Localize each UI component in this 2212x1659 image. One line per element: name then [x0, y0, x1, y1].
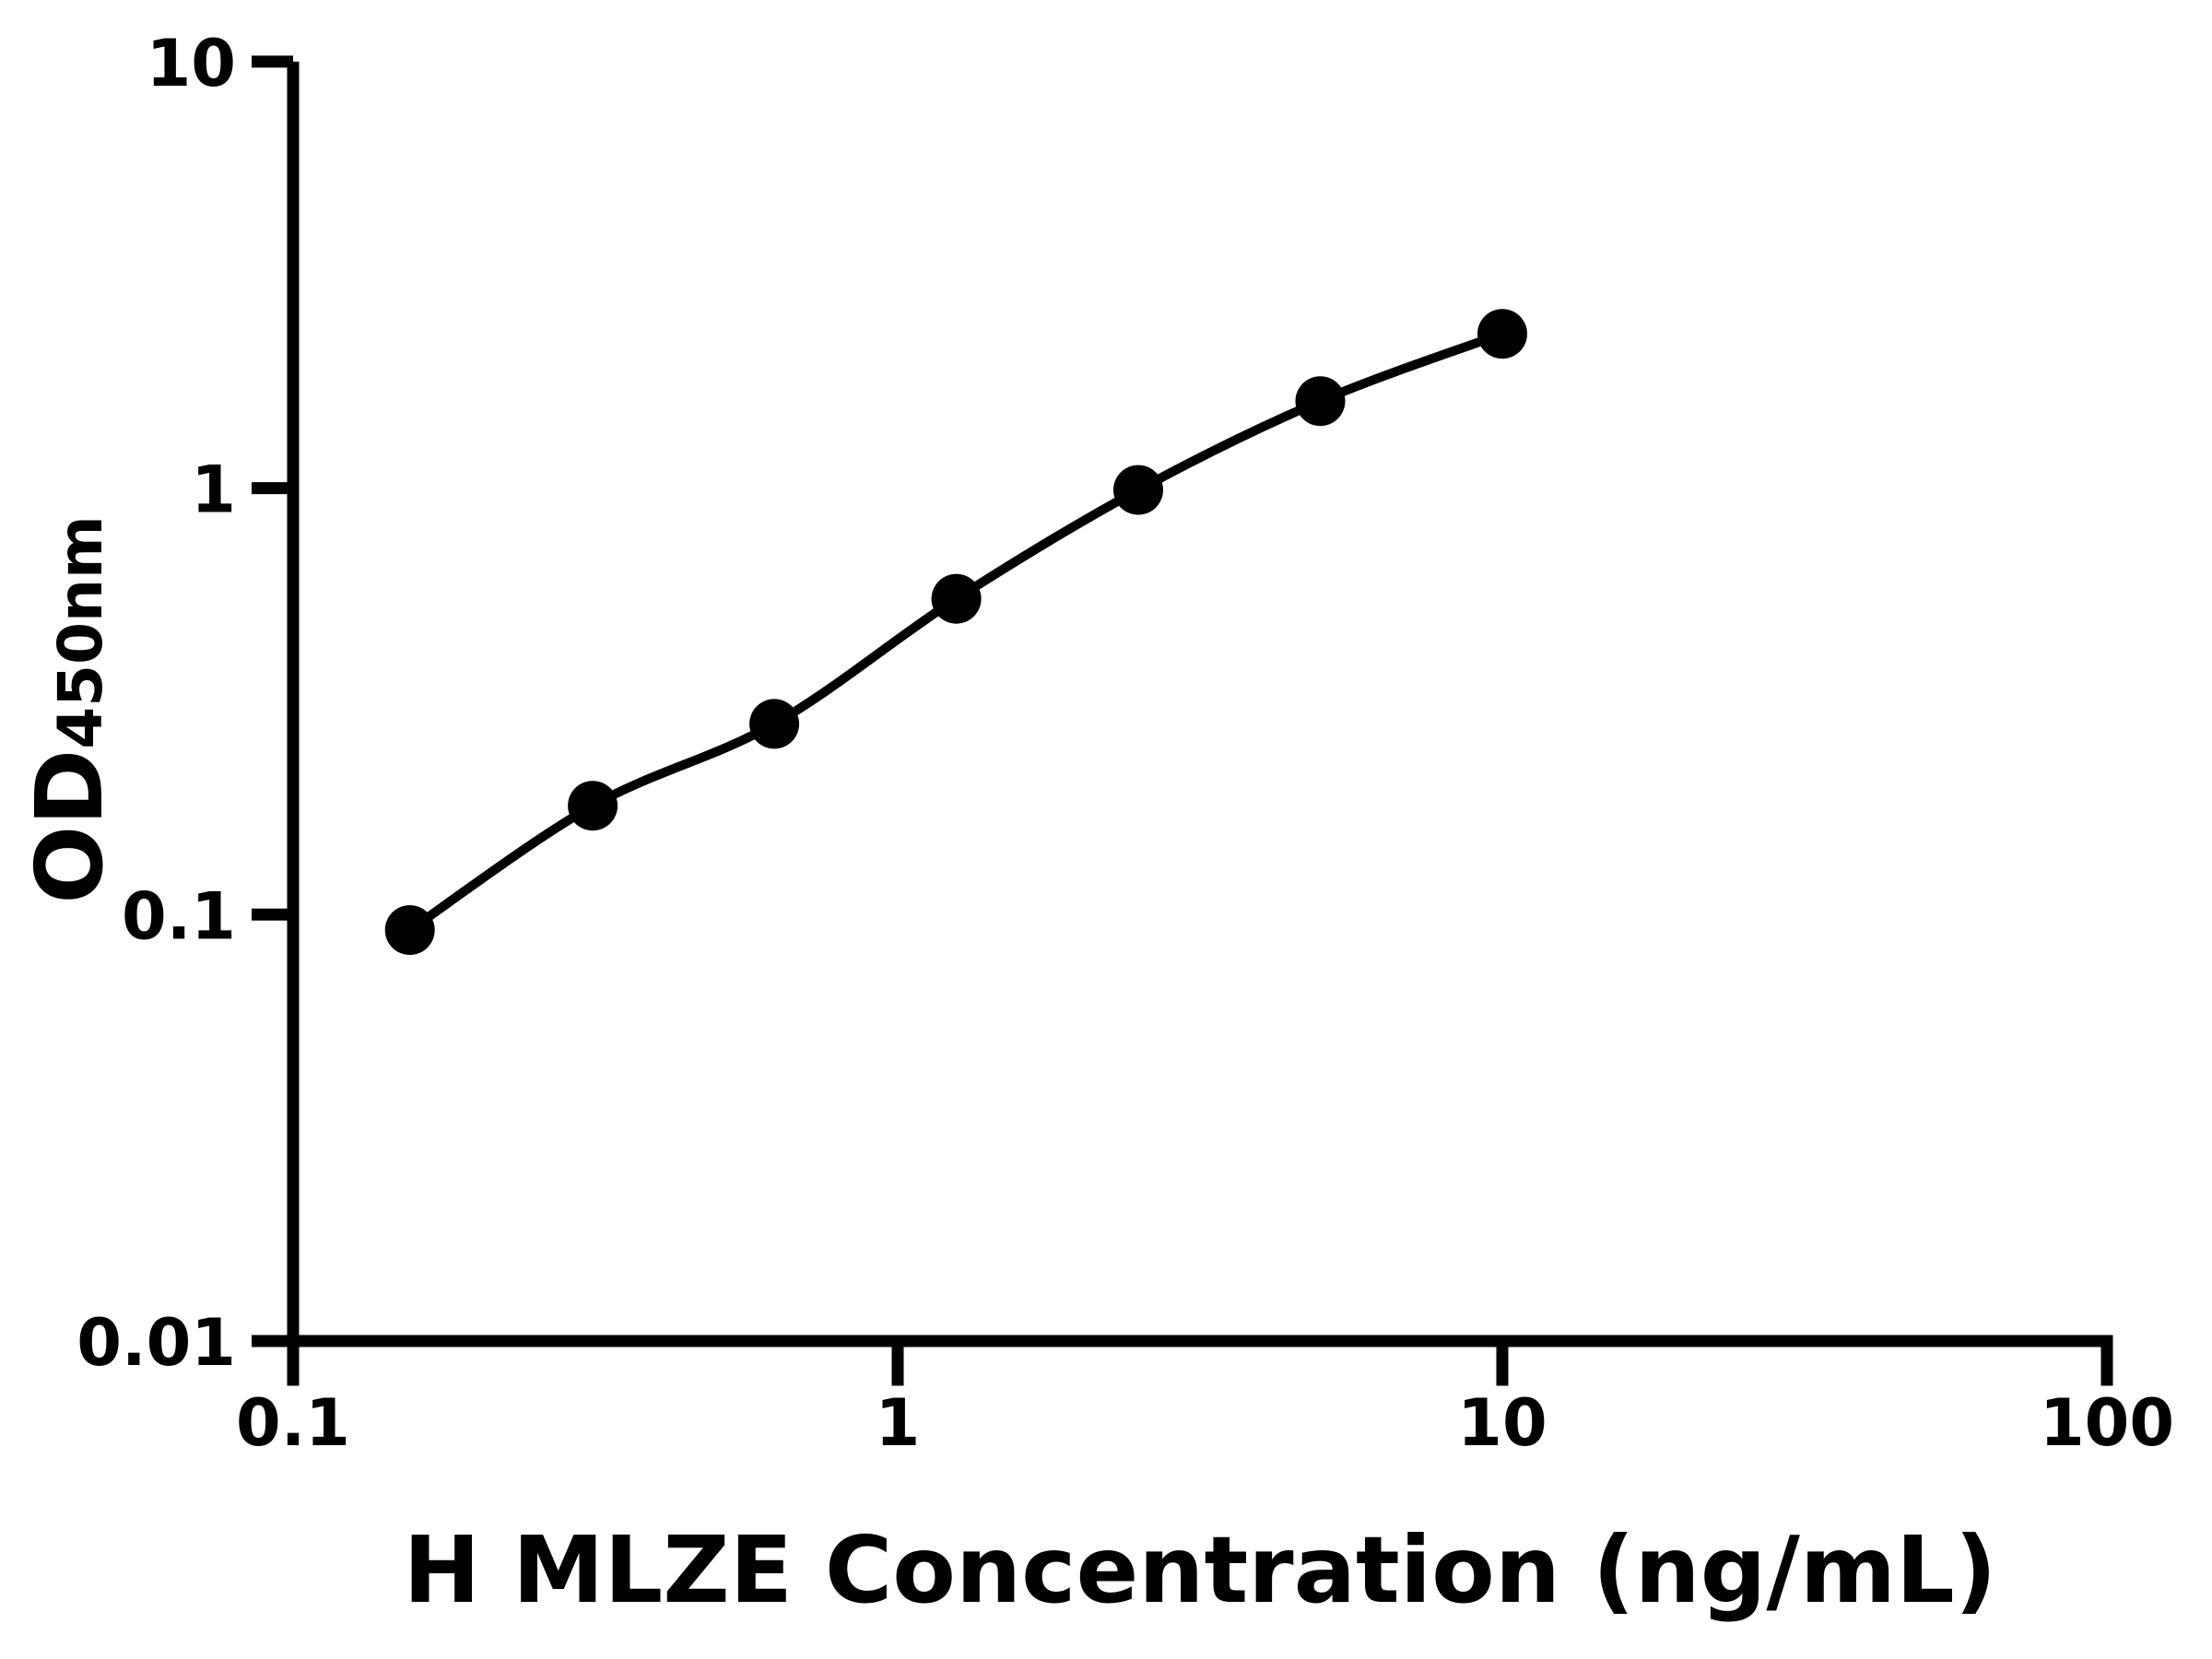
y-tick-label: 10	[147, 26, 236, 101]
data-point-marker	[931, 573, 982, 624]
x-tick-label: 0.1	[236, 1385, 350, 1461]
y-tick-label: 1	[191, 453, 236, 528]
data-point-marker	[1113, 465, 1163, 515]
y-axis-title-main: OD	[16, 749, 124, 904]
y-axis-title-sub: 450nm	[45, 515, 116, 749]
x-axis-title: H MLZE Concentration (ng/mL)	[404, 1516, 1997, 1624]
x-tick-label: 100	[2040, 1385, 2174, 1461]
y-axis-title: OD450nm	[16, 515, 124, 904]
data-point-marker	[749, 699, 800, 749]
y-tick-label: 0.01	[76, 1305, 236, 1381]
data-point-marker	[1477, 309, 1527, 359]
y-tick-label: 0.1	[122, 878, 236, 954]
x-tick-label: 1	[876, 1385, 921, 1461]
x-tick-label: 10	[1457, 1385, 1547, 1461]
data-point-marker	[384, 905, 435, 956]
data-point-marker	[568, 781, 618, 831]
standard-curve-line	[406, 329, 1504, 935]
data-point-marker	[1295, 376, 1346, 427]
